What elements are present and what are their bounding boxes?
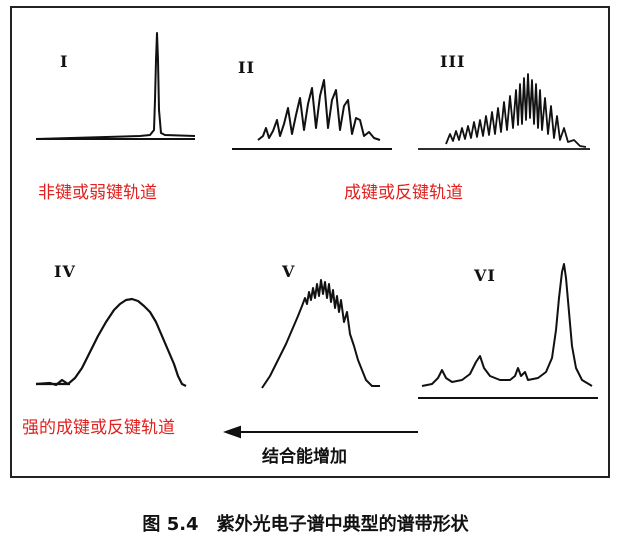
band-v — [261, 279, 380, 389]
energy-axis-label: 结合能增加 — [262, 447, 347, 467]
panel-label-iv: IV — [54, 262, 76, 281]
panel-label-iii: III — [440, 52, 466, 71]
panel-label-ii: II — [238, 58, 255, 77]
band-iv — [35, 297, 187, 387]
annotation-strong-bonding: 强的成键或反键轨道 — [22, 418, 175, 438]
spectrum-panel-iii — [418, 73, 590, 150]
spectrum-panel-v — [261, 279, 380, 389]
band-vi — [421, 263, 593, 387]
annotation-bonding: 成键或反键轨道 — [344, 183, 463, 203]
spectrum-panel-vi — [418, 263, 598, 399]
spectrum-panel-iv — [35, 297, 187, 387]
band-iii — [445, 73, 587, 148]
band-ii — [257, 79, 381, 141]
figure-frame — [10, 6, 610, 478]
panel-label-i: I — [60, 52, 69, 71]
figure-caption-text: 紫外光电子谱中典型的谱带形状 — [216, 514, 469, 535]
panel-label-v: V — [282, 262, 296, 281]
energy-arrow — [223, 425, 418, 439]
figure-number: 图 5.4 — [142, 514, 199, 535]
spectrum-panel-i — [35, 32, 196, 140]
figure-caption: 图 5.4 紫外光电子谱中典型的谱带形状 — [0, 510, 629, 536]
spectrum-panel-ii — [232, 79, 392, 150]
panel-label-vi: VI — [474, 266, 496, 285]
band-i — [35, 32, 196, 140]
annotation-nonbonding: 非键或弱键轨道 — [38, 183, 157, 203]
